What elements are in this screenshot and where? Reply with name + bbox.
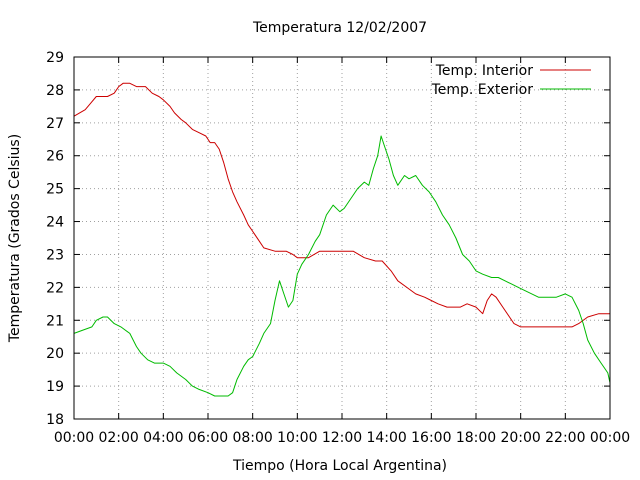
y-tick-label: 29: [46, 50, 64, 66]
x-tick-label: 14:00: [366, 430, 406, 446]
y-axis-label: Temperatura (Grados Celsius): [7, 134, 23, 343]
legend: Temp. Interior Temp. Exterior: [431, 63, 591, 98]
chart-title: Temperatura 12/02/2007: [252, 20, 427, 36]
y-tick-label: 19: [46, 379, 64, 395]
legend-label-interior: Temp. Interior: [435, 63, 534, 79]
y-tick-label: 25: [46, 182, 64, 198]
x-tick-label: 22:00: [545, 430, 585, 446]
x-tick-label: 12:00: [322, 430, 362, 446]
y-tick-label: 18: [46, 412, 64, 428]
x-axis-label: Tiempo (Hora Local Argentina): [232, 458, 447, 474]
y-tick-label: 22: [46, 280, 64, 296]
grid-lines: [74, 57, 610, 419]
y-tick-label: 27: [46, 116, 64, 132]
y-tick-label: 26: [46, 149, 64, 165]
series-layer: [73, 82, 611, 397]
y-tick-label: 23: [46, 247, 64, 263]
x-tick-label: 02:00: [98, 430, 138, 446]
x-tick-label: 20:00: [500, 430, 540, 446]
y-tick-label: 20: [46, 346, 64, 362]
x-tick-label: 00:00: [54, 430, 94, 446]
x-tick-label: 04:00: [143, 430, 183, 446]
x-tick-label: 00:00: [590, 430, 630, 446]
x-tick-label: 06:00: [188, 430, 228, 446]
x-tick-label: 08:00: [232, 430, 272, 446]
y-tick-label: 24: [46, 215, 64, 231]
x-tick-label: 16:00: [411, 430, 451, 446]
y-tick-label: 28: [46, 83, 64, 99]
series-line-exterior: [73, 135, 611, 397]
legend-label-exterior: Temp. Exterior: [431, 82, 534, 98]
x-tick-label: 10:00: [277, 430, 317, 446]
x-tick-label: 18:00: [456, 430, 496, 446]
series-line-interior: [73, 82, 610, 328]
y-tick-label: 21: [46, 313, 64, 329]
